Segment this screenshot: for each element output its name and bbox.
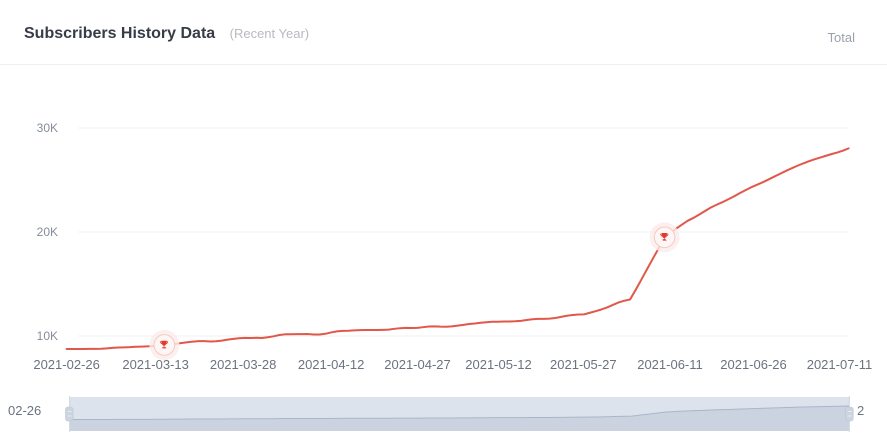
svg-text:30K: 30K xyxy=(37,121,58,135)
svg-text:2021-03-28: 2021-03-28 xyxy=(210,357,277,372)
svg-text:2021-03-13: 2021-03-13 xyxy=(122,357,189,372)
svg-text:10K: 10K xyxy=(37,329,58,343)
svg-text:20K: 20K xyxy=(37,225,58,239)
svg-text:02-26: 02-26 xyxy=(8,403,41,418)
svg-text:2021-05-27: 2021-05-27 xyxy=(550,357,617,372)
svg-text:2021-06-26: 2021-06-26 xyxy=(720,357,787,372)
svg-text:2021-04-12: 2021-04-12 xyxy=(298,357,365,372)
svg-text:2021-05-12: 2021-05-12 xyxy=(465,357,532,372)
svg-text:2021-06-11: 2021-06-11 xyxy=(637,357,703,372)
svg-text:2021-02-26: 2021-02-26 xyxy=(33,357,100,372)
svg-text:2: 2 xyxy=(857,403,864,418)
svg-text:2021-04-27: 2021-04-27 xyxy=(384,357,451,372)
svg-text:2021-07-11: 2021-07-11 xyxy=(807,357,873,372)
